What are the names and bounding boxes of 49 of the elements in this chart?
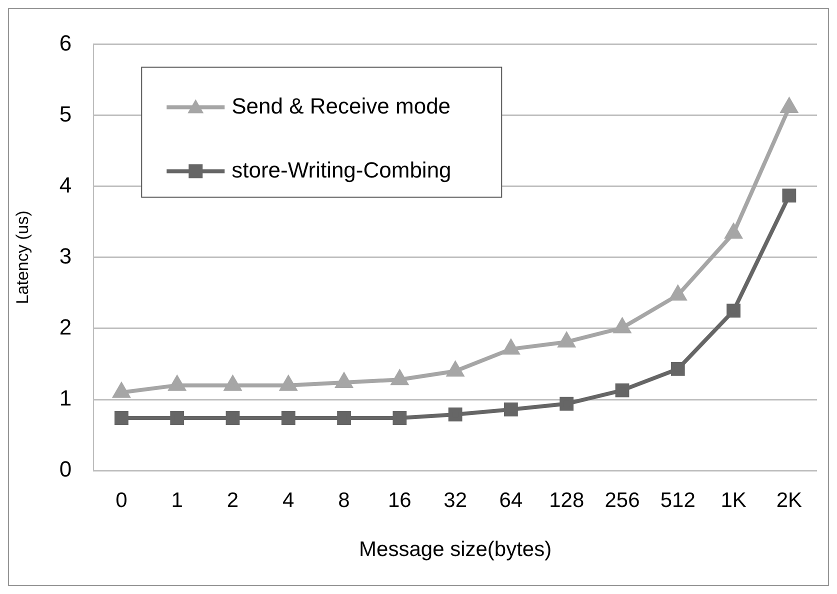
point [558,332,575,348]
y-tick-label: 0 [59,456,72,482]
point [336,373,352,388]
x-tick-label: 1K [720,488,746,512]
point [670,286,686,301]
point [280,376,296,391]
y-axis-title: Latency (us) [12,210,32,304]
point [504,402,518,416]
point [392,411,407,425]
x-tick-label: 1 [171,488,183,512]
point [226,411,240,425]
x-tick-label: 4 [282,488,295,512]
point [560,396,574,411]
x-tick-label: 64 [499,488,523,512]
point [615,383,630,398]
x-tick-label: 8 [338,488,350,512]
legend-label: Send & Receive mode [232,93,451,118]
point [614,318,630,334]
y-tick-label: 2 [59,314,72,340]
x-tick-label: 128 [549,488,584,512]
y-tick-label: 4 [59,172,72,198]
point [502,340,520,355]
y-tick-label: 3 [59,243,72,268]
point [337,411,351,425]
x-tick-label: 16 [388,488,412,512]
point [781,98,798,113]
point [670,362,685,376]
point [726,304,740,318]
x-tick-label: 0 [116,488,128,512]
point [448,408,462,422]
point [114,411,128,425]
point [281,411,296,425]
point [113,383,130,398]
x-axis-title: Message size(bytes) [359,538,552,562]
y-tick-label: 6 [59,30,72,56]
point [169,376,186,391]
y-tick-label: 1 [59,386,72,411]
point [725,224,742,239]
x-tick-label: 2 [226,488,239,512]
y-tick-label: 5 [59,101,72,126]
point [447,362,464,377]
x-tick-label: 256 [604,488,640,512]
x-tick-label: 512 [660,488,696,512]
x-tick-label: 2K [776,488,802,512]
legend-label: store-Writing-Combing [232,157,452,182]
x-tick-label: 32 [444,488,467,512]
point [392,370,408,386]
point [224,376,241,391]
point [170,411,184,425]
